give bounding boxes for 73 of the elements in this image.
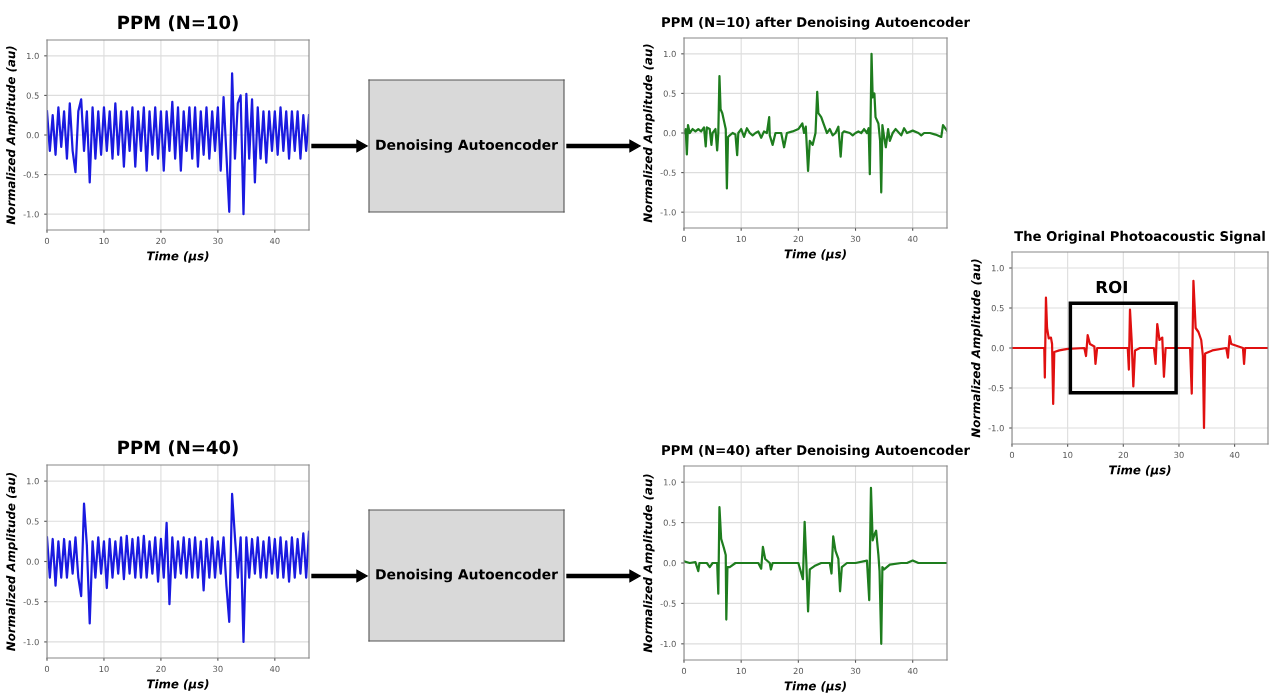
x-tick-label: 30 (850, 235, 861, 243)
y-tick-label: -0.5 (23, 598, 39, 605)
x-tick-label: 20 (793, 667, 804, 675)
y-tick-label: -1.0 (660, 640, 676, 648)
x-tick-label: 20 (1118, 451, 1129, 459)
x-tick-label: 0 (681, 667, 687, 675)
y-tick-label: -1.0 (23, 211, 39, 218)
y-axis-title: Normalized Amplitude (au) (643, 44, 655, 223)
y-axis-title: Normalized Amplitude (au) (6, 472, 18, 651)
line-series (684, 52, 947, 194)
y-tick-label: 1.0 (27, 52, 39, 60)
y-tick-label: -0.5 (660, 600, 676, 607)
y-tick-label: 0.5 (26, 518, 39, 525)
x-tick-label: 20 (156, 237, 166, 245)
y-tick-label: 1.0 (664, 50, 676, 58)
x-tick-label: 10 (99, 665, 109, 673)
y-tick-label: 0.5 (663, 519, 676, 526)
y-tick-label: -1.0 (660, 209, 676, 216)
x-tick-label: 30 (213, 237, 223, 245)
x-tick-label: 40 (907, 235, 918, 243)
line-series (47, 492, 309, 644)
x-axis-title: Time (µs) (1109, 465, 1171, 477)
y-tick-label: 0.5 (991, 304, 1004, 312)
chart-title: The Original Photoacoustic Signal (1014, 230, 1265, 244)
x-tick-label: 0 (681, 235, 687, 243)
annotation: ROI (1096, 280, 1127, 294)
x-tick-label: 10 (736, 235, 746, 243)
y-tick-label: 0.0 (991, 344, 1004, 352)
x-tick-label: 30 (1174, 451, 1184, 459)
y-axis-title: Normalized Amplitude (au) (6, 46, 18, 225)
x-tick-label: 40 (907, 667, 918, 675)
x-tick-label: 10 (736, 667, 746, 675)
x-tick-label: 10 (99, 237, 109, 245)
y-tick-label: -0.5 (988, 384, 1004, 392)
chart-title: PPM (N=10) after Denoising Autoencoder (662, 16, 970, 30)
y-tick-label: -1.0 (23, 638, 39, 646)
y-tick-label: 1.0 (27, 478, 39, 485)
text: Denoising Autoencoder (376, 139, 558, 153)
x-axis-title: Time (µs) (784, 249, 846, 261)
line-series (684, 486, 947, 645)
y-tick-label: 0.5 (663, 90, 676, 97)
y-tick-label: -0.5 (23, 171, 39, 178)
x-tick-label: 0 (44, 237, 50, 245)
x-tick-label: 40 (269, 237, 280, 245)
x-tick-label: 40 (1229, 451, 1240, 459)
text: Denoising Autoencoder (376, 568, 558, 583)
x-axis-title: Time (µs) (784, 681, 846, 693)
y-axis-title: Normalized Amplitude (au) (971, 259, 983, 438)
y-tick-label: 0.0 (663, 559, 676, 567)
line-series (47, 72, 309, 216)
chart-title: PPM (N=40) (118, 440, 238, 457)
y-tick-label: 1.0 (992, 264, 1004, 272)
y-axis-title: Normalized Amplitude (au) (643, 474, 655, 653)
y-tick-label: -1.0 (988, 424, 1004, 432)
x-tick-label: 30 (213, 665, 223, 673)
y-tick-label: 0.0 (663, 129, 676, 137)
y-tick-label: 0.0 (26, 558, 39, 565)
y-tick-label: 0.0 (26, 131, 39, 139)
x-axis-title: Time (µs) (147, 679, 209, 691)
x-tick-label: 30 (850, 667, 861, 675)
chart-title: PPM (N=40) after Denoising Autoencoder (662, 444, 970, 458)
chart-title: PPM (N=10) (118, 15, 238, 32)
x-tick-label: 40 (269, 665, 280, 673)
y-tick-label: -0.5 (660, 169, 676, 176)
x-axis-title: Time (µs) (147, 251, 209, 263)
x-tick-label: 20 (156, 665, 166, 673)
line-series (1012, 279, 1268, 430)
x-tick-label: 20 (793, 235, 804, 243)
x-tick-label: 10 (1063, 451, 1073, 459)
y-tick-label: 0.5 (26, 92, 39, 99)
x-tick-label: 0 (1009, 451, 1015, 459)
x-tick-label: 0 (44, 665, 50, 673)
y-tick-label: 1.0 (664, 479, 676, 486)
